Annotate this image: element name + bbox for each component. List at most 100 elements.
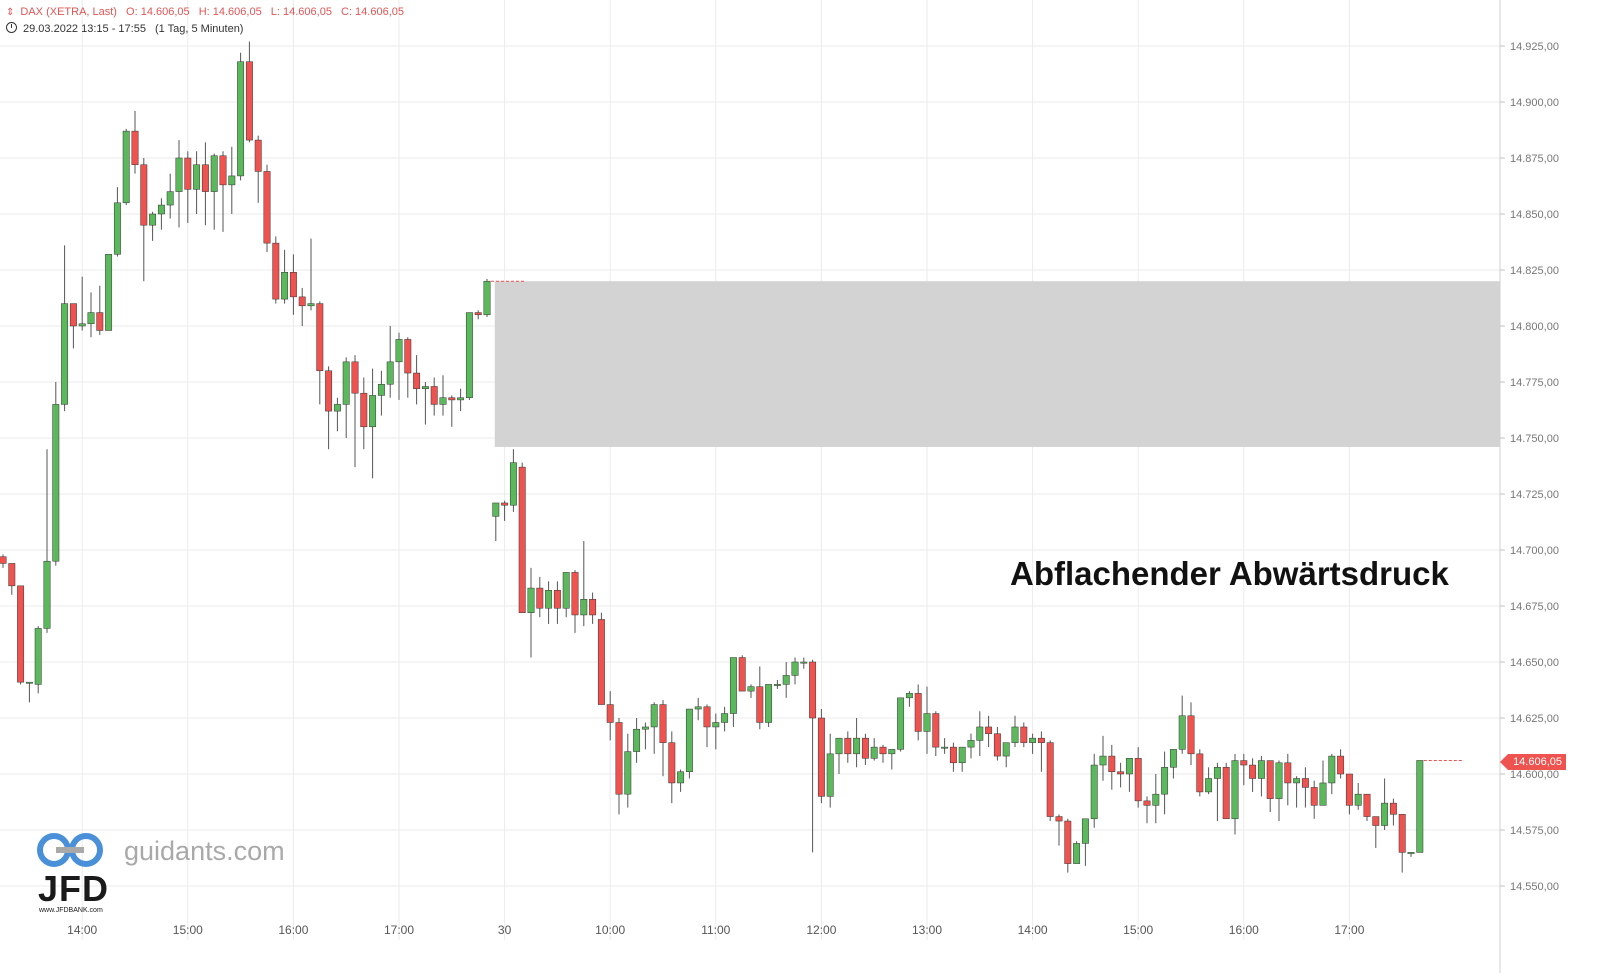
candle[interactable]: [1328, 753, 1336, 795]
candle[interactable]: [729, 657, 737, 727]
candle[interactable]: [1099, 735, 1107, 781]
candle[interactable]: [149, 211, 157, 241]
candle[interactable]: [967, 733, 975, 759]
candle[interactable]: [131, 110, 139, 174]
candle[interactable]: [369, 368, 377, 479]
candle[interactable]: [17, 585, 25, 685]
candle[interactable]: [1029, 733, 1037, 754]
candle[interactable]: [1161, 751, 1169, 815]
candle[interactable]: [254, 135, 262, 203]
candle[interactable]: [1416, 760, 1424, 853]
candle[interactable]: [1187, 702, 1195, 766]
candle[interactable]: [61, 245, 69, 412]
candle[interactable]: [553, 581, 561, 624]
candle[interactable]: [694, 697, 702, 721]
candle[interactable]: [589, 592, 597, 624]
candle[interactable]: [325, 366, 333, 450]
candle[interactable]: [835, 737, 843, 774]
candle[interactable]: [826, 733, 834, 808]
candle[interactable]: [1372, 816, 1380, 848]
candle[interactable]: [861, 733, 869, 766]
candle[interactable]: [377, 370, 385, 416]
candle[interactable]: [298, 287, 306, 326]
candle[interactable]: [606, 691, 614, 741]
candle[interactable]: [439, 375, 447, 416]
candle[interactable]: [1389, 798, 1397, 826]
candle[interactable]: [765, 684, 773, 727]
candle[interactable]: [78, 276, 86, 331]
candle[interactable]: [518, 462, 526, 613]
candle[interactable]: [905, 691, 913, 707]
candle[interactable]: [949, 742, 957, 772]
candle[interactable]: [853, 718, 861, 768]
candle[interactable]: [52, 382, 60, 566]
candle[interactable]: [509, 449, 517, 512]
candle[interactable]: [1257, 756, 1265, 797]
candle[interactable]: [228, 146, 236, 214]
candle[interactable]: [474, 310, 482, 320]
candle[interactable]: [1020, 722, 1028, 748]
candle[interactable]: [465, 312, 473, 400]
candle[interactable]: [448, 395, 456, 427]
candle[interactable]: [703, 704, 711, 748]
candle[interactable]: [1081, 818, 1089, 866]
candle[interactable]: [562, 572, 570, 618]
candle[interactable]: [25, 681, 33, 703]
candle[interactable]: [1152, 774, 1160, 824]
candle[interactable]: [351, 355, 359, 468]
candle[interactable]: [800, 657, 808, 669]
candle[interactable]: [1363, 793, 1371, 822]
candle[interactable]: [201, 142, 209, 226]
candle[interactable]: [175, 140, 183, 228]
candle[interactable]: [113, 187, 121, 257]
candle[interactable]: [677, 769, 685, 792]
time-range[interactable]: 29.03.2022 13:15 - 17:55: [23, 23, 146, 35]
candle[interactable]: [897, 697, 905, 752]
candle[interactable]: [1169, 749, 1177, 779]
candle[interactable]: [272, 236, 280, 304]
candle[interactable]: [105, 254, 113, 331]
candle[interactable]: [1266, 760, 1274, 813]
candle[interactable]: [923, 686, 931, 754]
candle[interactable]: [34, 626, 42, 694]
candle[interactable]: [307, 238, 315, 311]
candle[interactable]: [219, 151, 227, 232]
candle[interactable]: [809, 659, 817, 853]
candle[interactable]: [879, 744, 887, 763]
candle[interactable]: [633, 718, 641, 763]
candle[interactable]: [659, 700, 667, 777]
candle[interactable]: [1222, 762, 1230, 820]
candle[interactable]: [1011, 715, 1019, 748]
candle[interactable]: [1345, 773, 1353, 815]
candle[interactable]: [1046, 740, 1054, 822]
candle[interactable]: [1213, 762, 1221, 822]
candle[interactable]: [1055, 814, 1063, 846]
candle[interactable]: [122, 128, 130, 206]
candle[interactable]: [316, 301, 324, 405]
candle[interactable]: [571, 570, 579, 633]
candle[interactable]: [69, 303, 77, 349]
candle[interactable]: [140, 158, 148, 282]
candle[interactable]: [289, 254, 297, 315]
candle[interactable]: [597, 612, 605, 705]
candle[interactable]: [1134, 747, 1142, 808]
interval-label[interactable]: (1 Tag, 5 Minuten): [155, 23, 244, 35]
candle[interactable]: [721, 706, 729, 732]
candle[interactable]: [1310, 780, 1318, 819]
candle[interactable]: [1108, 744, 1116, 790]
candle[interactable]: [668, 731, 676, 804]
candle[interactable]: [738, 655, 746, 692]
candle[interactable]: [210, 153, 218, 230]
candle[interactable]: [527, 567, 535, 658]
candle[interactable]: [1073, 841, 1081, 864]
candle[interactable]: [1398, 814, 1406, 873]
candle[interactable]: [1064, 818, 1072, 873]
candle[interactable]: [193, 151, 201, 214]
candle[interactable]: [1319, 760, 1327, 806]
candle[interactable]: [1284, 753, 1292, 806]
candle[interactable]: [817, 709, 825, 804]
candle[interactable]: [281, 249, 289, 304]
candle[interactable]: [976, 711, 984, 757]
candle[interactable]: [624, 733, 632, 808]
